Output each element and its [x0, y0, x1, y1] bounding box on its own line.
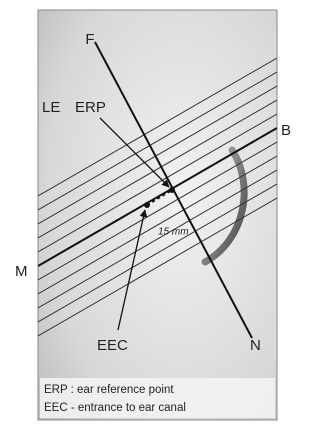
page-body: F LE ERP B M N EEC 15 mm ERP : ear refer…	[0, 0, 299, 428]
legend-erp: ERP : ear reference point	[44, 384, 174, 396]
label-n: N	[250, 337, 261, 354]
label-m: M	[15, 263, 28, 280]
ear-diagram: F LE ERP B M N EEC 15 mm ERP : ear refer…	[0, 0, 299, 428]
eec-point	[144, 202, 150, 208]
legend-eec: EEC - entrance to ear canal	[44, 402, 186, 414]
erp-point	[169, 187, 175, 193]
label-le: LE	[42, 99, 60, 116]
label-b: B	[281, 122, 291, 139]
label-erp: ERP	[75, 99, 106, 116]
page: {"labels": {"f": "F", "le": "LE", "erp":…	[0, 0, 320, 428]
label-f: F	[85, 31, 94, 48]
label-eec: EEC	[97, 337, 128, 354]
distance-label: 15 mm	[158, 227, 189, 238]
